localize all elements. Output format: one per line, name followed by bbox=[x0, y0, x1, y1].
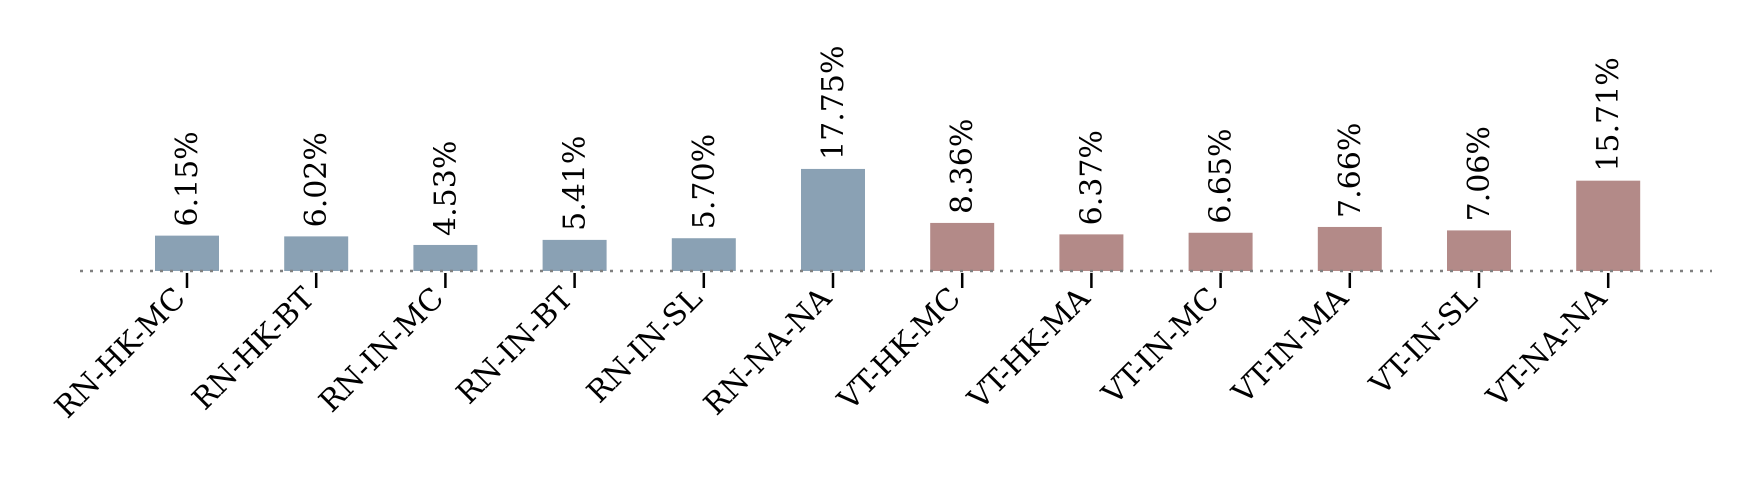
value-label: 7.06% bbox=[1462, 126, 1497, 221]
bar-rn-hk-mc bbox=[155, 235, 219, 271]
bar-vt-na-na bbox=[1576, 180, 1641, 271]
x-tick-label: VT-HK-MA bbox=[961, 281, 1098, 418]
x-tick-label: RN-IN-BT bbox=[450, 281, 580, 411]
x-tick-label: RN-IN-SL bbox=[580, 281, 709, 410]
value-label: 6.02% bbox=[299, 132, 334, 227]
value-label: 8.36% bbox=[945, 119, 980, 214]
bar-rn-na-na bbox=[801, 168, 865, 271]
bar-rn-in-sl bbox=[671, 238, 736, 271]
bar-rn-in-bt bbox=[542, 239, 607, 271]
x-tick-label: VT-IN-SL bbox=[1363, 281, 1485, 403]
x-tick-label: VT-IN-MA bbox=[1225, 281, 1356, 412]
value-label: 6.15% bbox=[170, 131, 205, 226]
x-tick-label: RN-HK-BT bbox=[186, 281, 322, 417]
bar-rn-hk-bt bbox=[284, 236, 349, 271]
x-tick-label: RN-NA-NA bbox=[697, 281, 839, 423]
x-tick-label: VT-IN-MC bbox=[1095, 281, 1226, 412]
x-tick-label: RN-IN-MC bbox=[313, 281, 452, 420]
x-tick-label: VT-NA-NA bbox=[1480, 281, 1615, 416]
value-label: 5.41% bbox=[558, 136, 593, 231]
bar-vt-in-mc bbox=[1188, 232, 1253, 271]
x-tick-label: RN-HK-MC bbox=[48, 281, 192, 425]
value-label: 5.70% bbox=[687, 134, 722, 229]
value-label: 7.66% bbox=[1333, 123, 1368, 218]
bar-vt-hk-mc bbox=[930, 222, 995, 271]
value-label: 6.37% bbox=[1074, 130, 1109, 225]
value-label: 4.53% bbox=[428, 141, 463, 236]
x-tick-label: VT-HK-MC bbox=[831, 281, 968, 418]
value-labels-group: 6.15% 6.02% 4.53% 5.41% 5.70% 17.75% 8.36% 6.37… bbox=[170, 46, 1626, 236]
bar-vt-hk-ma bbox=[1059, 234, 1124, 271]
value-label: 17.75% bbox=[816, 46, 851, 160]
bar-vt-in-sl bbox=[1447, 230, 1511, 271]
bar-vt-in-ma bbox=[1317, 226, 1382, 271]
bar-rn-in-mc bbox=[413, 244, 478, 271]
bars-group bbox=[155, 168, 1641, 271]
ticks-group bbox=[185, 273, 1610, 288]
value-label: 15.71% bbox=[1591, 57, 1626, 171]
value-label: 6.65% bbox=[1204, 128, 1239, 223]
